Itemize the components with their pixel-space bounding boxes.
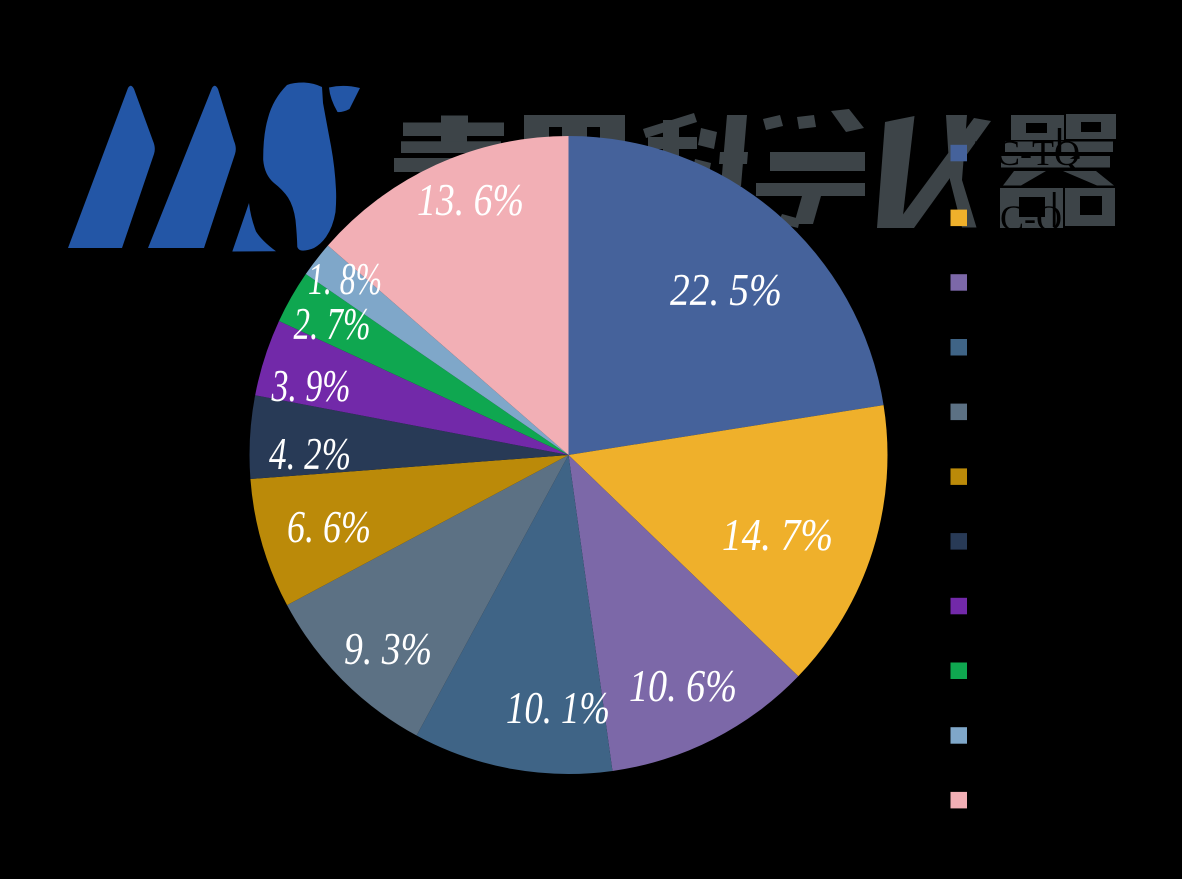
svg-text:LC-TQ: LC-TQ bbox=[974, 133, 1080, 173]
svg-text:Others: Others bbox=[974, 780, 1070, 820]
svg-text:22. 5%: 22. 5% bbox=[670, 265, 782, 315]
svg-text:2. 7%: 2. 7% bbox=[294, 299, 371, 349]
svg-text:13. 6%: 13. 6% bbox=[417, 175, 524, 225]
svg-text:9. 3%: 9. 3% bbox=[344, 624, 432, 674]
svg-text:GC-TOF: GC-TOF bbox=[974, 586, 1103, 626]
svg-text:ICP-MS: ICP-MS bbox=[974, 392, 1094, 432]
svg-text:10. 1%: 10. 1% bbox=[506, 683, 610, 733]
svg-text:MALDI-TOF: MALDI-TOF bbox=[974, 457, 1171, 497]
svg-text:10. 6%: 10. 6% bbox=[629, 661, 737, 711]
svg-text:6. 6%: 6. 6% bbox=[287, 502, 371, 552]
svg-text:4. 2%: 4. 2% bbox=[269, 429, 351, 479]
svg-text:3. 9%: 3. 9% bbox=[271, 361, 351, 411]
svg-text:GC-Q: GC-Q bbox=[974, 198, 1062, 238]
svg-text:LC-IT: LC-IT bbox=[974, 521, 1066, 561]
svg-text:CE-MS: CE-MS bbox=[974, 651, 1084, 691]
svg-text:LC-QTOF: LC-QTOF bbox=[974, 263, 1125, 303]
svg-text:FTMS: FTMS bbox=[974, 715, 1068, 755]
svg-text:14. 7%: 14. 7% bbox=[722, 510, 833, 560]
svg-text:1. 8%: 1. 8% bbox=[308, 254, 382, 304]
svg-text:GC-MS: GC-MS bbox=[974, 327, 1088, 367]
